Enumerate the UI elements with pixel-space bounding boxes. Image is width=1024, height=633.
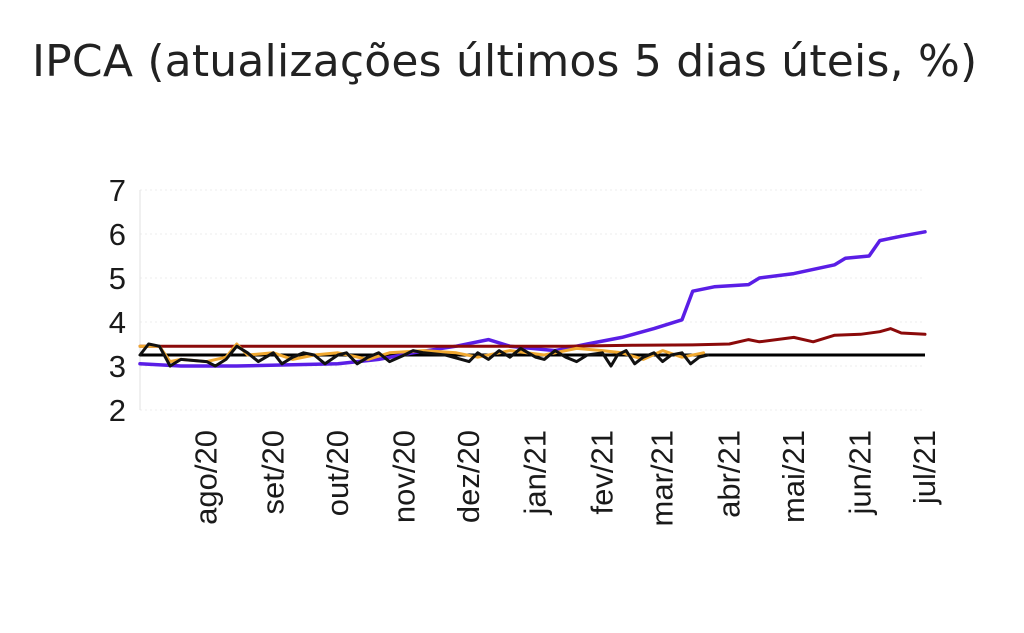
y-tick-label: 3: [109, 349, 126, 384]
y-tick-label: 6: [109, 217, 126, 252]
series-line-2: [138, 342, 705, 364]
x-tick-label: nov/20: [387, 430, 422, 523]
y-tick-label: 2: [109, 393, 126, 428]
x-tick-label: set/20: [255, 430, 290, 514]
gridlines: [139, 189, 925, 411]
x-tick-label: ago/20: [189, 430, 224, 525]
y-axis: 2 3 4 5 6 7: [109, 173, 126, 428]
x-tick-label: abr/21: [711, 430, 746, 518]
x-tick-label: mai/21: [776, 430, 811, 523]
series-lines: [138, 230, 927, 368]
series-line-1: [138, 327, 927, 348]
y-tick-label: 4: [109, 305, 126, 340]
x-tick-label: jul/21: [907, 430, 942, 505]
x-tick-label: mar/21: [645, 430, 680, 526]
series-line-3: [138, 342, 710, 368]
x-tick-label: dez/20: [451, 430, 486, 523]
y-tick-label: 5: [109, 261, 126, 296]
x-tick-label: jun/21: [842, 430, 877, 515]
y-tick-label: 7: [109, 173, 126, 208]
x-tick-label: out/20: [320, 430, 355, 516]
x-axis: ago/20 set/20 out/20 nov/20 dez/20 jan/21 fev/…: [189, 430, 942, 526]
series-line-0: [138, 230, 927, 368]
x-tick-label: fev/21: [584, 430, 619, 514]
x-tick-label: jan/21: [518, 430, 553, 515]
chart-title: IPCA (atualizações últimos 5 dias úteis,…: [32, 36, 978, 87]
